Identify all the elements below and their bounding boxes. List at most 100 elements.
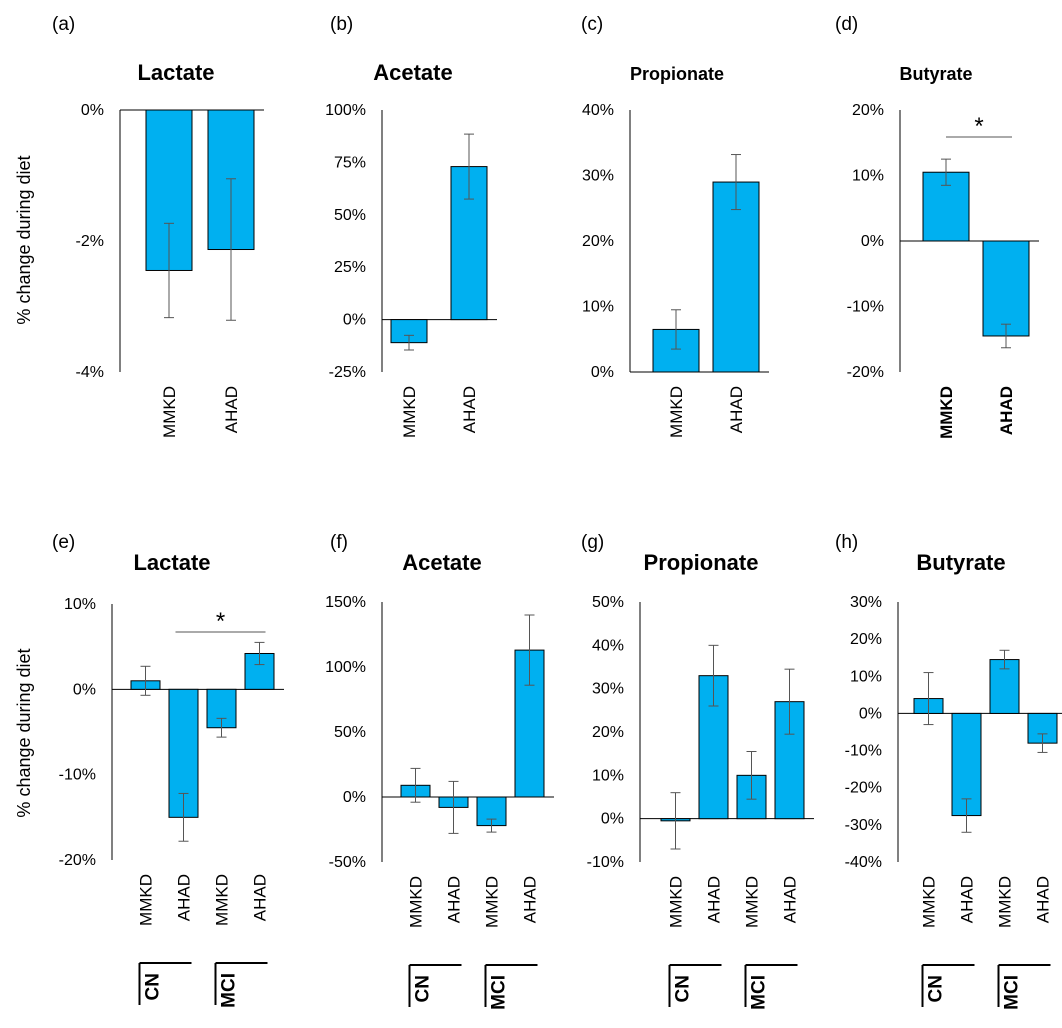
- y-tick-label: -25%: [329, 364, 366, 381]
- bar-ahad: [450, 166, 488, 321]
- y-tick-label: 10%: [850, 668, 882, 685]
- y-tick-label: 10%: [582, 299, 614, 316]
- chart-panel-8: (h) Butyrate 30% 20% 10% 0% -10% -20% -30% -40% MM…: [835, 532, 1062, 1010]
- y-tick-label: 30%: [850, 594, 882, 611]
- panel-label: (a): [52, 14, 75, 35]
- group-label-mci: MCI: [1002, 975, 1023, 1010]
- y-tick-label: -20%: [59, 852, 96, 869]
- group-label-cn: CN: [413, 975, 434, 1002]
- x-tick-label: MMKD: [920, 876, 939, 928]
- x-tick-label: AHAD: [460, 386, 479, 433]
- significance-star: *: [216, 608, 225, 635]
- y-tick-label: 100%: [325, 102, 366, 119]
- chart-panel-1: (a) Lactate 0% -2% -4% MMKD AHAD: [52, 14, 264, 438]
- y-tick-label: 75%: [334, 154, 366, 171]
- x-tick-label: AHAD: [958, 876, 977, 923]
- y-axis-label-bottom: % change during diet: [14, 648, 34, 817]
- y-tick-label: 20%: [582, 233, 614, 250]
- y-tick-label: -20%: [845, 780, 882, 797]
- chart-title: Lactate: [137, 60, 214, 85]
- bar-ahad: [712, 181, 760, 373]
- panel-label: (g): [581, 532, 604, 553]
- y-axis-label-top: % change during diet: [14, 155, 34, 324]
- y-tick-label: 50%: [334, 207, 366, 224]
- y-tick-label: 50%: [592, 594, 624, 611]
- chart-panel-5: (e) Lactate 10% 0% -10% -20% MMKD AHAD MMKD AHAD C…: [52, 532, 284, 1008]
- group-label-mci: MCI: [219, 973, 240, 1008]
- y-tick-label: 0%: [591, 364, 614, 381]
- x-tick-label: AHAD: [521, 876, 540, 923]
- y-tick-label: 50%: [334, 724, 366, 741]
- x-tick-label: MMKD: [213, 874, 232, 926]
- y-tick-label: 0%: [861, 233, 884, 250]
- y-tick-label: 20%: [852, 102, 884, 119]
- x-tick-label: AHAD: [445, 876, 464, 923]
- x-tick-label: AHAD: [222, 386, 241, 433]
- chart-panel-3: (c) Propionate 40% 30% 20% 10% 0% MMKD AHAD: [581, 14, 769, 438]
- y-tick-label: -2%: [76, 233, 104, 250]
- chart-title: Propionate: [644, 550, 759, 575]
- group-label-cn: CN: [926, 975, 947, 1002]
- y-tick-label: 30%: [582, 168, 614, 185]
- x-tick-label: AHAD: [705, 876, 724, 923]
- x-tick-label: MMKD: [400, 386, 419, 438]
- y-tick-label: -10%: [847, 299, 884, 316]
- x-tick-label: AHAD: [727, 386, 746, 433]
- y-tick-label: 150%: [325, 594, 366, 611]
- panel-label: (b): [330, 14, 353, 35]
- y-tick-label: 40%: [592, 637, 624, 654]
- panel-label: (d): [835, 14, 858, 35]
- bar-ahad: [514, 649, 545, 798]
- chart-title: Acetate: [373, 60, 452, 85]
- x-tick-label: MMKD: [483, 876, 502, 928]
- chart-title: Lactate: [133, 550, 210, 575]
- y-tick-label: 0%: [343, 789, 366, 806]
- y-tick-label: 0%: [601, 811, 624, 828]
- y-tick-label: -40%: [845, 854, 882, 871]
- y-tick-label: 10%: [64, 596, 96, 613]
- significance-star: *: [974, 113, 983, 140]
- chart-panel-7: (g) Propionate 50% 40% 30% 20% 10% 0% -10% MMKD AH…: [581, 532, 814, 1010]
- panel-label: (h): [835, 532, 858, 553]
- y-tick-label: 30%: [592, 681, 624, 698]
- chart-title: Acetate: [402, 550, 481, 575]
- y-tick-label: -30%: [845, 817, 882, 834]
- x-tick-label: MMKD: [407, 876, 426, 928]
- y-tick-label: -10%: [59, 767, 96, 784]
- y-tick-label: -10%: [845, 743, 882, 760]
- group-label-mci: MCI: [489, 975, 510, 1010]
- chart-panel-2: (b) Acetate 100% 75% 50% 25% 0% -25% MMKD AHAD: [325, 14, 497, 438]
- y-tick-label: 10%: [592, 767, 624, 784]
- y-tick-label: 20%: [850, 631, 882, 648]
- y-tick-label: 0%: [81, 102, 104, 119]
- y-tick-label: -50%: [329, 854, 366, 871]
- x-tick-label: MMKD: [667, 876, 686, 928]
- panel-label: (e): [52, 532, 75, 553]
- x-tick-label: MMKD: [743, 876, 762, 928]
- chart-panel-4: (d) Butyrate 20% 10% 0% -10% -20% MMKD AHAD *: [835, 14, 1039, 439]
- y-tick-label: 0%: [73, 681, 96, 698]
- y-tick-label: 0%: [859, 705, 882, 722]
- y-tick-label: -10%: [587, 854, 624, 871]
- y-tick-label: 25%: [334, 259, 366, 276]
- x-tick-label: AHAD: [1034, 876, 1053, 923]
- y-tick-label: -4%: [76, 364, 104, 381]
- x-tick-label: MMKD: [160, 386, 179, 438]
- y-tick-label: 100%: [325, 659, 366, 676]
- x-tick-label: AHAD: [175, 874, 194, 921]
- chart-title: Butyrate: [916, 550, 1005, 575]
- chart-panel-6: (f) Acetate 150% 100% 50% 0% -50% MMKD AHAD MMKD A…: [325, 532, 554, 1010]
- x-tick-label: MMKD: [667, 386, 686, 438]
- y-tick-label: 0%: [343, 312, 366, 329]
- x-tick-label: AHAD: [251, 874, 270, 921]
- x-tick-label: MMKD: [996, 876, 1015, 928]
- panel-label: (f): [330, 532, 348, 553]
- group-label-cn: CN: [673, 975, 694, 1002]
- group-label-mci: MCI: [749, 975, 770, 1010]
- chart-title: Propionate: [630, 64, 724, 84]
- x-tick-label: MMKD: [937, 386, 956, 439]
- y-tick-label: 40%: [582, 102, 614, 119]
- x-tick-label: AHAD: [781, 876, 800, 923]
- group-label-cn: CN: [143, 973, 164, 1000]
